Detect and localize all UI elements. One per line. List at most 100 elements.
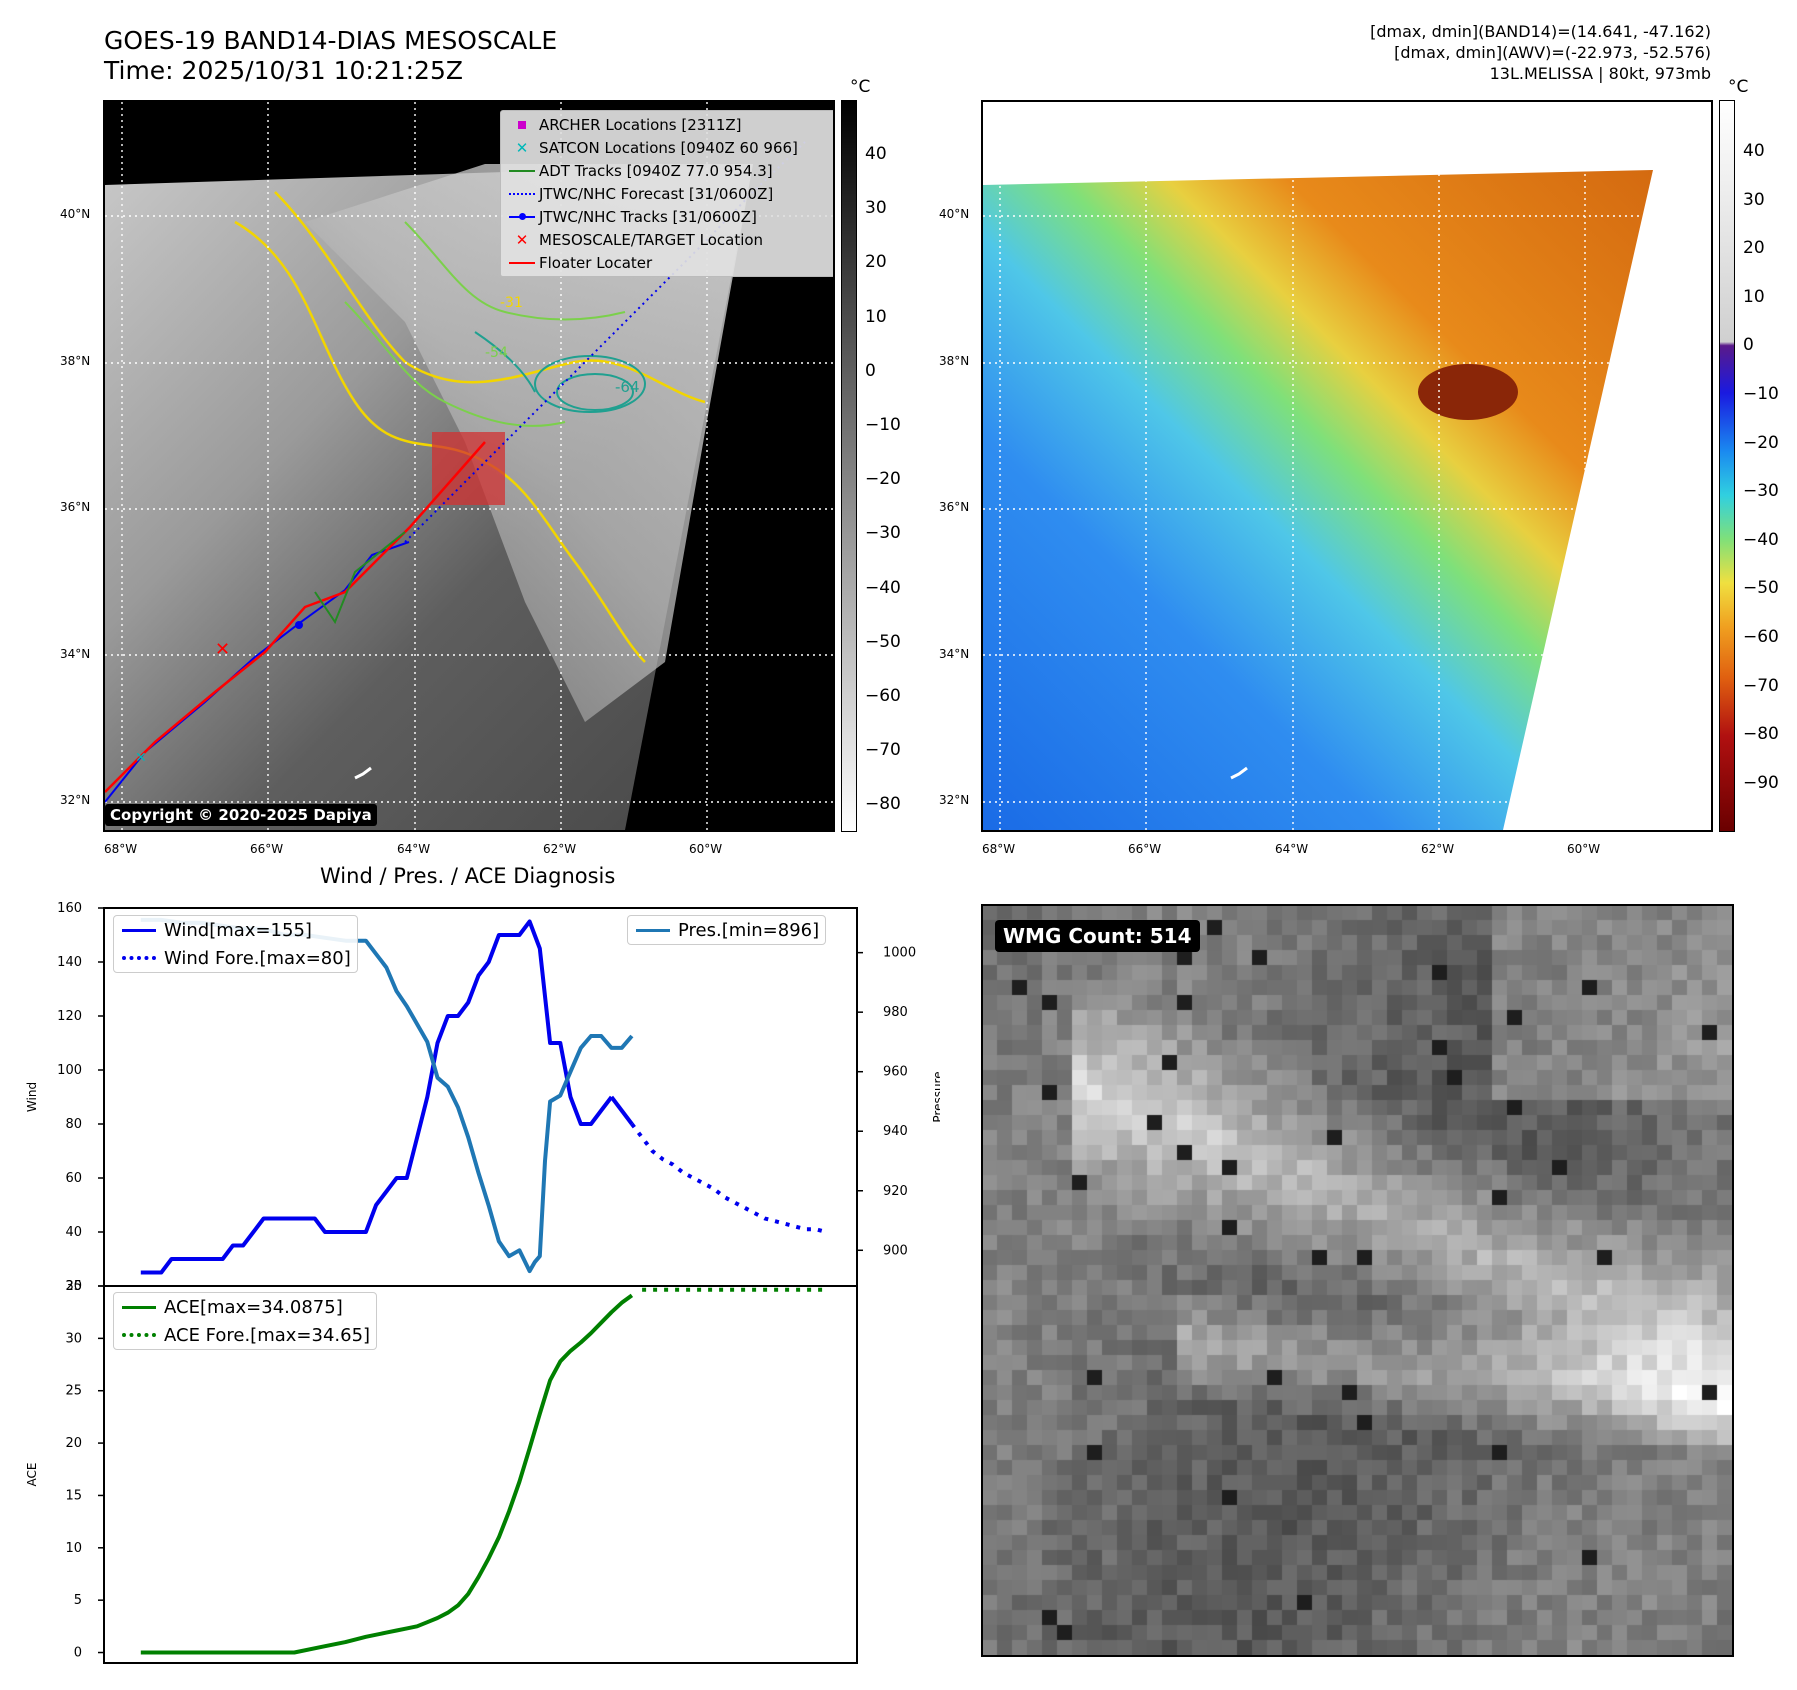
track-legend: ARCHER Locations [2311Z] ✕ SATCON Locati… <box>500 110 833 277</box>
colorbar-tick-label: 30 <box>865 198 887 219</box>
y-tick-label: 5 <box>74 1593 82 1608</box>
y-axis-label: ACE <box>25 1463 39 1487</box>
legend-item-adt: ADT Tracks [0940Z 77.0 954.3] <box>505 159 833 182</box>
y2-tick-label: 1000 <box>883 946 916 961</box>
y-tick-label: 60 <box>65 1171 82 1186</box>
contour-label-b: -31 <box>500 295 523 311</box>
y-axis-label: Wind <box>25 1082 39 1112</box>
nhc-track-point <box>295 621 303 629</box>
colorbar-tick-label: 0 <box>865 360 876 381</box>
wmg-image <box>983 906 1732 1655</box>
y-tick-label: 20 <box>65 1436 82 1451</box>
x-marker-icon: ✕ <box>515 230 529 249</box>
ir-gray-map: -64 -54 -31 ✕ ✕ Copyright © 2020-2025 Da… <box>103 100 835 832</box>
colorbar-tick-label: −40 <box>865 577 901 598</box>
line-marker-icon <box>505 261 539 264</box>
island-outline <box>354 766 372 780</box>
legend-ace: ACE[max=34.0875] <box>114 1293 376 1321</box>
y2-tick-label: 980 <box>883 1005 908 1020</box>
contour-green-1 <box>344 301 566 427</box>
line-dot-icon <box>505 212 539 220</box>
solid-line-icon <box>122 1305 156 1309</box>
colorbar-tick-label: −40 <box>1743 529 1779 550</box>
satcon-marker: ✕ <box>135 750 147 766</box>
y2-tick-label: 940 <box>883 1124 908 1139</box>
ir-color-map-svg <box>983 102 1711 830</box>
legend-item-archer: ARCHER Locations [2311Z] <box>505 113 833 136</box>
colorbar-tick-label: 30 <box>1743 189 1765 210</box>
series-line <box>630 1122 827 1234</box>
map-gridlines <box>983 102 1711 830</box>
plot-frame <box>103 1285 858 1664</box>
contour-label-a: -54 <box>485 345 508 361</box>
contour-teal-1 <box>474 331 536 393</box>
legend-wind-forecast: Wind Fore.[max=80] <box>114 944 357 972</box>
y2-tick-label: 920 <box>883 1184 908 1199</box>
y-tick-label: 100 <box>57 1063 82 1078</box>
diagnosis-chart: 20406080100120140160Wind9009209409609801… <box>25 901 940 1664</box>
y-tick-label: 35 <box>65 1279 82 1294</box>
colorbar-tick-label: −60 <box>1743 627 1779 647</box>
y-tick-label: 80 <box>65 1117 82 1132</box>
satellite-swath <box>983 170 1653 830</box>
legend-item-nhc-tracks: JTWC/NHC Tracks [31/0600Z] <box>505 205 833 228</box>
color-colorbar <box>1719 100 1735 832</box>
legend-item-target: ✕ MESOSCALE/TARGET Location <box>505 228 833 251</box>
colorbar-tick-label: −60 <box>865 686 901 706</box>
y-tick-label: 0 <box>74 1646 82 1661</box>
cold-core <box>1418 364 1518 420</box>
info-line3: 13L.MELISSA | 80kt, 973mb <box>1489 64 1711 83</box>
square-marker-icon <box>505 120 539 129</box>
info-line1: [dmax, dmin](BAND14)=(14.641, -47.162) <box>1370 22 1711 41</box>
cloud-shield <box>305 164 753 722</box>
colorbar-tick-label: 40 <box>865 144 887 164</box>
colorbar-tick-label: 20 <box>1743 238 1765 259</box>
legend-item-floater: Floater Locater <box>505 251 833 274</box>
pressure-legend: Pres.[min=896] <box>627 915 827 945</box>
colorbar-tick-label: −50 <box>865 631 901 652</box>
legend-item-satcon: ✕ SATCON Locations [0940Z 60 966] <box>505 136 833 159</box>
colorbar-tick-label: −30 <box>1743 481 1779 502</box>
series-line <box>140 1293 634 1655</box>
target-region <box>432 432 505 505</box>
chart-title-line1: GOES-19 BAND14-DIAS MESOSCALE <box>104 26 558 55</box>
contour-teal-core <box>534 355 646 413</box>
y2-tick-label: 900 <box>883 1243 908 1258</box>
wind-pressure-panel: 20 40 60 80 100 120 140 160 Wind 900 920 940 960 980 1… <box>25 901 940 1294</box>
colorbar-tick-label: −20 <box>1743 432 1779 453</box>
ace-panel: 0 5 10 15 20 25 30 35 ACE <box>25 1279 858 1664</box>
copyright-label: Copyright © 2020-2025 Dapiya <box>105 804 377 826</box>
info-line2: [dmax, dmin](AWV)=(-22.973, -52.576) <box>1394 43 1711 62</box>
gray-colorbar-unit: °C <box>850 77 871 97</box>
y-tick-label: 40 <box>65 1225 82 1240</box>
chart-title-line2: Time: 2025/10/31 10:21:25Z <box>104 56 463 85</box>
y-tick-label: 10 <box>65 1541 82 1556</box>
y-tick-label: 160 <box>57 901 82 916</box>
island-outline <box>1230 766 1248 780</box>
colorbar-tick-label: −70 <box>865 740 901 761</box>
contour-green-2 <box>404 221 626 321</box>
gray-colorbar <box>841 100 857 832</box>
colorbar-tick-label: 10 <box>1743 286 1765 307</box>
ir-color-map <box>981 100 1713 832</box>
colorbar-tick-label: −10 <box>865 415 901 435</box>
colorbar-tick-label: 20 <box>865 252 887 273</box>
dotted-line-icon <box>122 956 156 960</box>
y-tick-label: 30 <box>65 1331 82 1346</box>
wind-legend: Wind[max=155] Wind Fore.[max=80] <box>113 915 358 973</box>
y-tick-label: 15 <box>65 1488 82 1503</box>
solid-line-icon <box>122 928 156 932</box>
legend-item-nhc-forecast: JTWC/NHC Forecast [31/0600Z] <box>505 182 833 205</box>
legend-wind: Wind[max=155] <box>114 916 357 944</box>
target-marker: ✕ <box>215 639 230 660</box>
solid-line-icon <box>636 928 670 932</box>
colorbar-tick-label: −50 <box>1743 578 1779 599</box>
contour-label-core: -64 <box>615 378 640 396</box>
diagnosis-title: Wind / Pres. / ACE Diagnosis <box>320 864 616 888</box>
colorbar-tick-label: −90 <box>1743 772 1779 793</box>
legend-pressure: Pres.[min=896] <box>628 916 825 944</box>
colorbar-tick-label: −10 <box>1743 384 1779 404</box>
y2-axis-label: Pressure <box>931 1071 940 1122</box>
wmg-count-label: WMG Count: 514 <box>995 920 1200 952</box>
contour-teal-core-inner <box>556 373 634 411</box>
